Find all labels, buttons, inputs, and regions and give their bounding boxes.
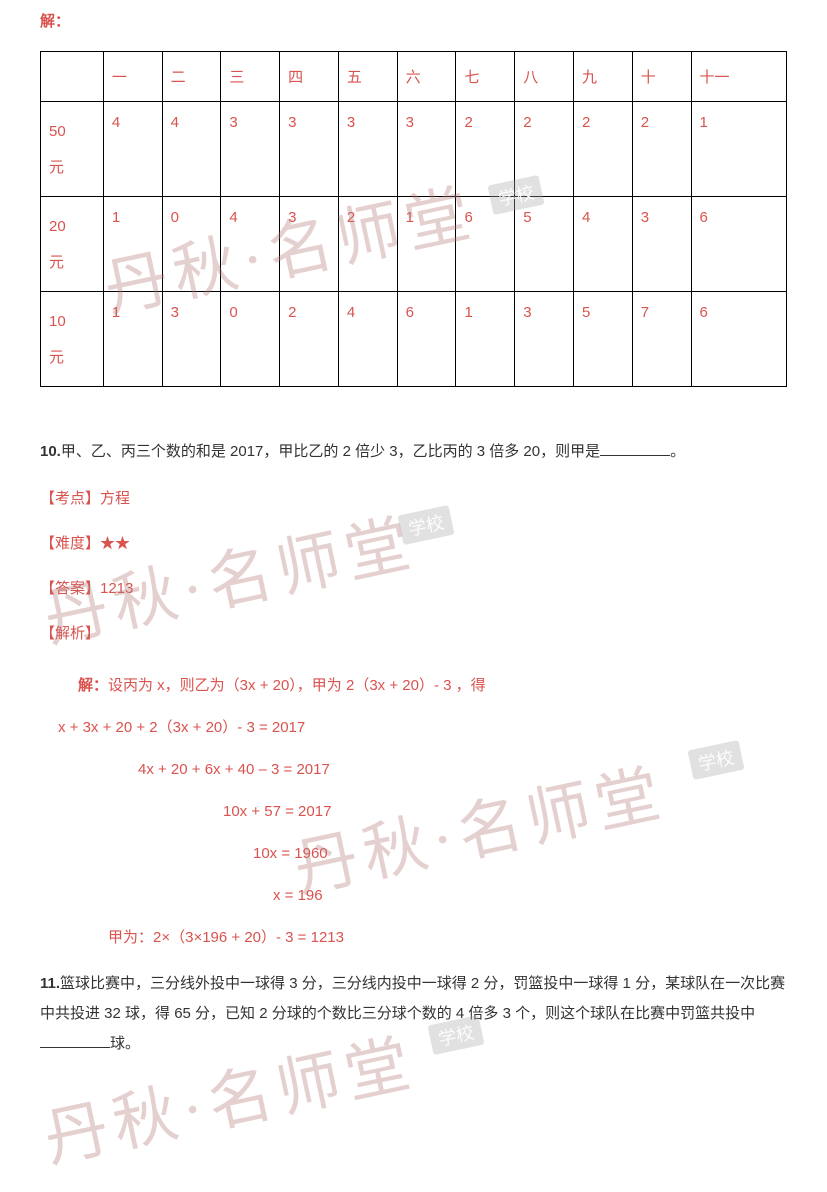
table-row: 50 元 4 4 3 3 3 3 2 2 2 2 1: [41, 102, 787, 197]
calc-line: 10x = 1960: [253, 833, 787, 875]
table-cell: 九: [573, 52, 632, 102]
jiexi-label: 【解析】: [40, 620, 787, 647]
table-cell: 一: [103, 52, 162, 102]
solution-table: 一 二 三 四 五 六 七 八 九 十 十一 50 元 4 4 3 3 3 3 …: [40, 51, 787, 387]
table-cell: 3: [338, 102, 397, 197]
calculation-block: 解：设丙为 x，则乙为（3x + 20），甲为 2（3x + 20）- 3 ，得…: [58, 665, 787, 959]
question-text: 篮球比赛中，三分线外投中一球得 3 分，三分线内投中一球得 2 分，罚篮投中一球…: [40, 975, 785, 1022]
table-cell: 1: [103, 292, 162, 387]
daan-label: 【答案】1213: [40, 575, 787, 602]
table-cell: [41, 52, 104, 102]
table-cell: 5: [515, 197, 574, 292]
table-cell: 八: [515, 52, 574, 102]
table-cell: 六: [397, 52, 456, 102]
question-11: 11.篮球比赛中，三分线外投中一球得 3 分，三分线内投中一球得 2 分，罚篮投…: [40, 969, 787, 1059]
calc-line: 解：设丙为 x，则乙为（3x + 20），甲为 2（3x + 20）- 3 ，得: [78, 665, 787, 707]
calc-line: 甲为：2×（3×196 + 20）- 3 = 1213: [108, 917, 787, 959]
table-cell: 2: [456, 102, 515, 197]
table-header-row: 一 二 三 四 五 六 七 八 九 十 十一: [41, 52, 787, 102]
question-number: 11.: [40, 975, 60, 992]
table-cell: 5: [573, 292, 632, 387]
blank-line: [600, 442, 670, 456]
table-cell: 十: [632, 52, 691, 102]
blank-line: [40, 1034, 110, 1048]
table-cell: 2: [338, 197, 397, 292]
calc-line: x + 3x + 20 + 2（3x + 20）- 3 = 2017: [58, 707, 787, 749]
table-row: 20 元 1 0 4 3 2 1 6 5 4 3 6: [41, 197, 787, 292]
table-cell: 3: [280, 102, 339, 197]
table-cell: 4: [221, 197, 280, 292]
table-cell: 3: [221, 102, 280, 197]
calc-text: 设丙为 x，则乙为（3x + 20），甲为 2（3x + 20）- 3 ，得: [108, 677, 486, 694]
table-cell: 6: [456, 197, 515, 292]
table-cell: 6: [397, 292, 456, 387]
table-cell: 3: [280, 197, 339, 292]
table-cell: 4: [573, 197, 632, 292]
table-row: 10 元 1 3 0 2 4 6 1 3 5 7 6: [41, 292, 787, 387]
table-cell: 三: [221, 52, 280, 102]
nandu-label: 【难度】★★: [40, 530, 787, 557]
table-cell: 十一: [691, 52, 787, 102]
table-cell: 3: [397, 102, 456, 197]
table-row-label: 50 元: [41, 102, 104, 197]
solution-label: 解：: [40, 10, 787, 31]
solution-prefix: 解：: [78, 677, 108, 694]
table-cell: 6: [691, 292, 787, 387]
table-cell: 1: [691, 102, 787, 197]
table-row-label: 10 元: [41, 292, 104, 387]
table-cell: 3: [162, 292, 221, 387]
question-text-after: 。: [670, 443, 685, 460]
calc-line: 10x + 57 = 2017: [223, 791, 787, 833]
table-cell: 1: [456, 292, 515, 387]
table-cell: 3: [515, 292, 574, 387]
table-cell: 0: [221, 292, 280, 387]
table-cell: 4: [338, 292, 397, 387]
table-cell: 1: [103, 197, 162, 292]
table-cell: 2: [632, 102, 691, 197]
table-cell: 4: [103, 102, 162, 197]
table-cell: 3: [632, 197, 691, 292]
table-cell: 0: [162, 197, 221, 292]
table-cell: 6: [691, 197, 787, 292]
table-row-label: 20 元: [41, 197, 104, 292]
question-text: 甲、乙、丙三个数的和是 2017，甲比乙的 2 倍少 3，乙比丙的 3 倍多 2…: [61, 443, 600, 460]
table-cell: 1: [397, 197, 456, 292]
table-cell: 7: [632, 292, 691, 387]
table-cell: 2: [280, 292, 339, 387]
table-cell: 2: [515, 102, 574, 197]
question-text-after: 球。: [110, 1035, 140, 1052]
calc-line: x = 196: [273, 875, 787, 917]
table-cell: 2: [573, 102, 632, 197]
question-number: 10.: [40, 443, 61, 460]
table-cell: 二: [162, 52, 221, 102]
calc-line: 4x + 20 + 6x + 40 – 3 = 2017: [138, 749, 787, 791]
table-cell: 四: [280, 52, 339, 102]
table-cell: 七: [456, 52, 515, 102]
question-10: 10.甲、乙、丙三个数的和是 2017，甲比乙的 2 倍少 3，乙比丙的 3 倍…: [40, 437, 787, 467]
kaodian-label: 【考点】方程: [40, 485, 787, 512]
table-cell: 五: [338, 52, 397, 102]
table-cell: 4: [162, 102, 221, 197]
